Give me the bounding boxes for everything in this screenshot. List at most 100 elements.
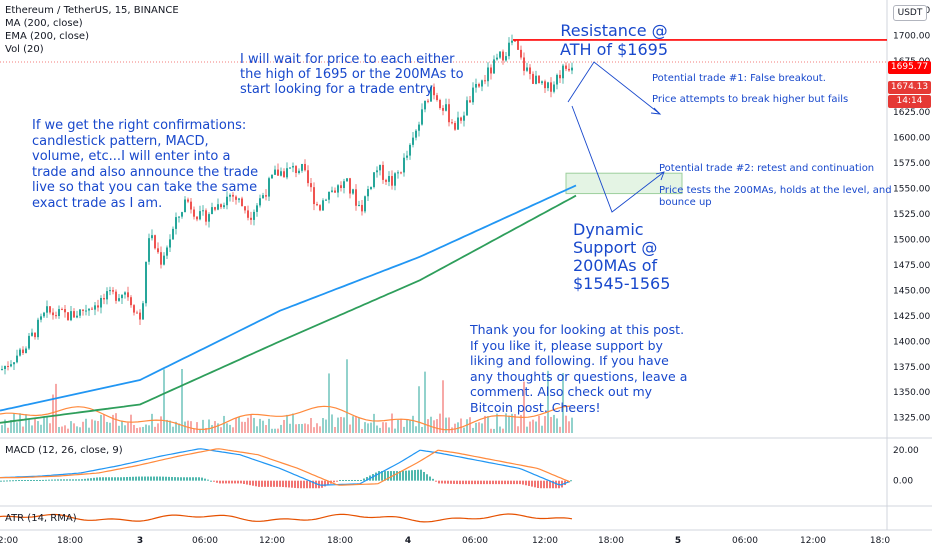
- volume-bar: [448, 417, 450, 433]
- volume-bar: [208, 419, 210, 433]
- candle-body: [31, 332, 33, 336]
- symbol-title: Ethereum / TetherUS, 15, BINANCE: [5, 5, 179, 16]
- volume-bar: [163, 369, 165, 433]
- candle-body: [265, 195, 267, 197]
- candle-body: [130, 297, 132, 306]
- resistance-price-tag: 1695.77: [888, 61, 931, 74]
- volume-bar: [205, 427, 207, 433]
- macd-histogram-bar: [363, 478, 365, 481]
- candle-body: [352, 189, 354, 194]
- x-tick-label: 18:0: [870, 536, 890, 546]
- candle-body: [238, 198, 240, 200]
- volume-bar: [46, 417, 48, 433]
- volume-bar: [118, 425, 120, 433]
- candle-body: [229, 194, 231, 197]
- candle-body: [568, 68, 570, 71]
- candle-body: [148, 238, 150, 262]
- candle-body: [310, 183, 312, 188]
- volume-bar: [403, 426, 405, 433]
- volume-bar: [439, 413, 441, 433]
- volume-bar: [31, 425, 33, 433]
- volume-bar: [508, 415, 510, 433]
- atr-pane-title[interactable]: ATR (14, RMA): [5, 513, 77, 524]
- volume-bar: [262, 420, 264, 433]
- candle-body: [250, 217, 252, 220]
- macd-histogram-bar: [60, 479, 62, 481]
- volume-bar: [289, 423, 291, 433]
- candle-body: [298, 170, 300, 173]
- candle-body: [139, 312, 141, 320]
- candle-body: [241, 198, 243, 207]
- candle-body: [421, 109, 423, 125]
- candle-body: [271, 174, 273, 179]
- macd-histogram-bar: [384, 471, 386, 481]
- x-tick-label: 06:00: [192, 536, 218, 546]
- candle-body: [172, 228, 174, 240]
- candle-body: [121, 294, 123, 299]
- macd-histogram-bar: [138, 476, 140, 481]
- candle-body: [88, 308, 90, 311]
- macd-histogram-bar: [528, 480, 530, 486]
- macd-histogram-bar: [309, 480, 311, 489]
- macd-histogram-bar: [168, 476, 170, 481]
- macd-histogram-bar: [189, 477, 191, 481]
- macd-histogram-bar: [327, 480, 329, 486]
- candle-body: [94, 305, 96, 310]
- macd-histogram-bar: [444, 480, 446, 484]
- volume-bar: [325, 419, 327, 433]
- volume-bar: [301, 423, 303, 433]
- volume-bar: [274, 428, 276, 433]
- macd-histogram-bar: [519, 480, 521, 485]
- volume-bar: [445, 417, 447, 433]
- volume-bar: [478, 422, 480, 433]
- macd-histogram-bar: [42, 479, 44, 481]
- y-tick-label: 1625.00: [893, 108, 930, 118]
- volume-bar: [184, 421, 186, 433]
- volume-bar: [154, 426, 156, 433]
- y-tick-label: 1325.00: [893, 414, 930, 424]
- ema200-line: [0, 194, 577, 424]
- volume-bar: [385, 422, 387, 433]
- currency-button[interactable]: USDT: [893, 5, 927, 21]
- candle-body: [190, 201, 192, 210]
- candle-body: [109, 290, 111, 292]
- candle-body: [337, 185, 339, 193]
- candle-body: [205, 210, 207, 222]
- volume-bar: [391, 413, 393, 433]
- volume-bar: [85, 418, 87, 433]
- candle-body: [82, 309, 84, 311]
- volume-bar: [511, 413, 513, 433]
- macd-histogram-bar: [177, 477, 179, 481]
- macd-histogram-bar: [480, 480, 482, 485]
- candle-body: [118, 298, 120, 301]
- candle-body: [529, 67, 531, 74]
- candle-body: [19, 349, 21, 356]
- macd-histogram-bar: [540, 480, 542, 489]
- candle-body: [424, 100, 426, 110]
- volume-bar: [127, 422, 129, 433]
- indicator-ema[interactable]: EMA (200, close): [5, 31, 89, 42]
- macd-histogram-bar: [162, 476, 164, 481]
- indicator-ma[interactable]: MA (200, close): [5, 18, 83, 29]
- macd-histogram-bar: [456, 480, 458, 485]
- candle-body: [379, 164, 381, 171]
- macd-histogram-bar: [555, 480, 557, 489]
- macd-histogram-bar: [165, 476, 167, 481]
- candle-body: [334, 190, 336, 193]
- candle-body: [136, 312, 138, 314]
- volume-bar: [109, 422, 111, 433]
- candle-body: [4, 365, 6, 370]
- volume-bar: [271, 428, 273, 433]
- volume-bar: [463, 427, 465, 433]
- indicator-volume[interactable]: Vol (20): [5, 44, 44, 55]
- macd-pane-title[interactable]: MACD (12, 26, close, 9): [5, 445, 123, 456]
- macd-histogram-bar: [48, 479, 50, 481]
- candle-body: [76, 315, 78, 318]
- macd-histogram-bar: [399, 471, 401, 481]
- candle-body: [199, 211, 201, 220]
- x-tick-label: 18:00: [327, 536, 353, 546]
- volume-bar: [247, 417, 249, 433]
- macd-histogram-bar: [186, 477, 188, 481]
- volume-bar: [133, 424, 135, 433]
